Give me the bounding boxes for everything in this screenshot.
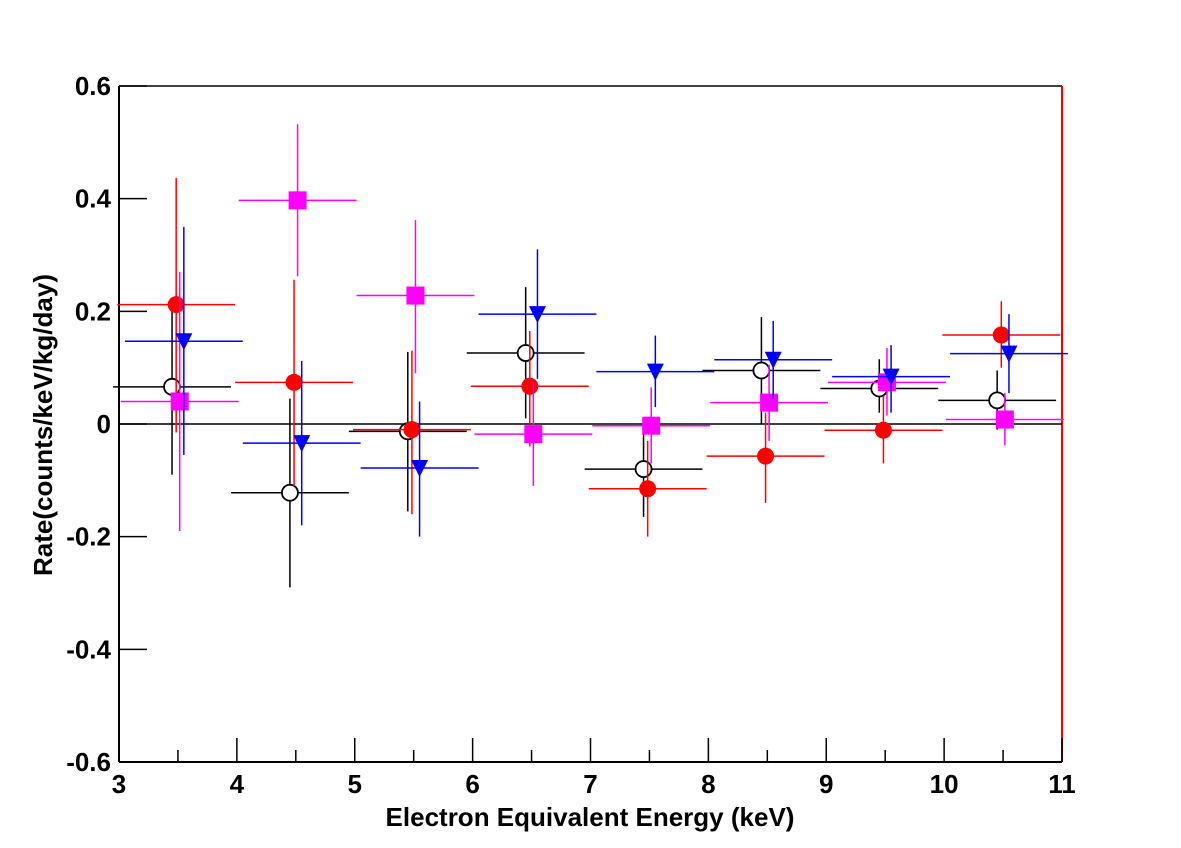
series-1 <box>117 177 1061 537</box>
data-point <box>403 421 421 439</box>
data-point <box>167 296 185 314</box>
data-point <box>175 333 193 351</box>
y-tick-label: 0.6 <box>75 71 111 101</box>
tick-layer: 3 4 5 6 7 8 9 10 11 -0.6 -0.4 -0.2 0 0.2 0.4 0.6 <box>66 71 1076 799</box>
data-point <box>874 421 892 439</box>
x-tick-label: 5 <box>348 769 362 799</box>
y-tick-label: -0.4 <box>66 634 111 664</box>
data-point <box>170 392 189 411</box>
data-point <box>516 344 535 362</box>
data-point <box>528 306 546 324</box>
data-point <box>406 286 425 305</box>
data-point <box>752 361 771 380</box>
data-point <box>411 459 429 477</box>
y-tick-label: -0.6 <box>66 747 111 777</box>
x-tick-label: 4 <box>230 769 245 799</box>
series-2 <box>120 124 1064 532</box>
data-point <box>634 460 653 478</box>
series-3 <box>124 226 1068 537</box>
data-point <box>285 373 303 391</box>
y-axis-title: Rate(counts/keV/kg/day) <box>28 274 58 576</box>
data-point <box>163 377 181 396</box>
data-point <box>288 191 307 210</box>
data-layer <box>113 124 1068 588</box>
x-tick-label: 10 <box>930 769 959 799</box>
data-point <box>1000 345 1018 363</box>
data-point <box>293 435 311 453</box>
y-tick-label: 0.2 <box>75 296 111 326</box>
y-tick-label: -0.2 <box>66 522 111 552</box>
data-point <box>995 410 1014 429</box>
x-tick-label: 8 <box>701 769 715 799</box>
x-tick-label: 11 <box>1048 769 1076 799</box>
x-tick-label: 9 <box>819 769 833 799</box>
data-point <box>646 363 664 381</box>
y-tick-label: 0 <box>97 409 111 439</box>
data-point <box>757 447 775 465</box>
data-point <box>524 425 543 444</box>
data-point <box>988 391 1007 410</box>
data-point <box>992 326 1010 344</box>
data-point <box>760 393 779 412</box>
x-tick-label: 3 <box>112 769 126 799</box>
series-0 <box>113 287 1057 588</box>
data-point <box>642 416 661 435</box>
x-tick-label: 7 <box>583 769 597 799</box>
x-axis-title: Electron Equivalent Energy (keV) <box>386 802 795 832</box>
data-point <box>521 377 539 395</box>
x-tick-label: 6 <box>465 769 479 799</box>
data-point <box>882 368 900 386</box>
data-point <box>281 483 299 502</box>
data-point <box>764 351 782 369</box>
y-tick-label: 0.4 <box>75 184 112 214</box>
data-point <box>639 480 657 498</box>
